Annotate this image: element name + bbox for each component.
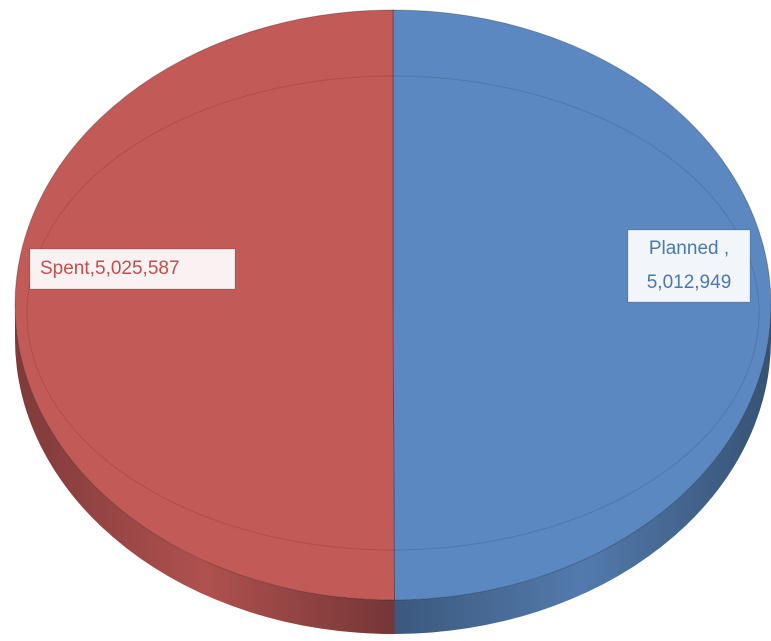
data-label: Spent, [40, 258, 95, 279]
slice [14, 9, 395, 601]
rim-highlight [26, 75, 760, 551]
data-label: 5,025,587 [95, 258, 180, 279]
label-box [29, 248, 236, 290]
data-label: Planned , [649, 238, 729, 259]
data-label: 5,012,949 [647, 272, 732, 293]
label-box [627, 229, 751, 303]
slice [392, 9, 771, 601]
slice-side-shade [394, 305, 771, 634]
slice-side-shade [15, 305, 395, 634]
